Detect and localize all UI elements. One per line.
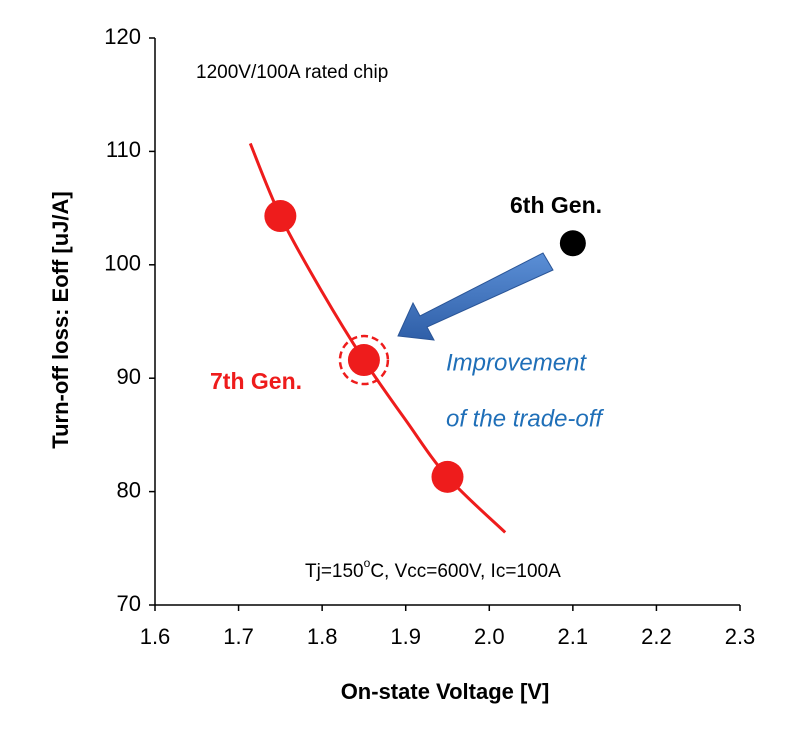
x-tick-label: 2.3 bbox=[725, 624, 756, 649]
x-tick-label: 1.7 bbox=[223, 624, 254, 649]
chip-note: 1200V/100A rated chip bbox=[196, 62, 388, 83]
x-axis-title: On-state Voltage [V] bbox=[341, 679, 550, 704]
series-label: 7th Gen. bbox=[210, 368, 302, 394]
x-tick-label: 1.6 bbox=[140, 624, 171, 649]
y-axis-title: Turn-off loss: Eoff [uJ/A] bbox=[48, 191, 73, 448]
x-tick-label: 2.0 bbox=[474, 624, 505, 649]
conditions-note: Tj=150oC, Vcc=600V, Ic=100A bbox=[305, 556, 561, 582]
conditions-part: C, Vcc=600V, Ic=100A bbox=[370, 561, 561, 582]
improvement-note: Improvement bbox=[446, 349, 587, 376]
series-label: 6th Gen. bbox=[510, 192, 602, 218]
point bbox=[559, 230, 586, 257]
conditions-part: Tj=150 bbox=[305, 561, 364, 582]
y-tick-label: 110 bbox=[106, 137, 141, 162]
x-tick-label: 2.1 bbox=[558, 624, 589, 649]
improvement-note: of the trade-off bbox=[446, 405, 604, 432]
x-tick-label: 1.8 bbox=[307, 624, 338, 649]
point bbox=[347, 344, 380, 377]
y-tick-label: 100 bbox=[104, 251, 141, 276]
point bbox=[264, 200, 297, 233]
x-tick-label: 1.9 bbox=[390, 624, 421, 649]
fit-curve bbox=[248, 142, 507, 534]
y-tick-label: 80 bbox=[117, 477, 141, 502]
y-tick-label: 70 bbox=[117, 591, 141, 616]
highlight-ring bbox=[338, 334, 390, 386]
y-tick-label: 90 bbox=[117, 364, 141, 389]
point bbox=[431, 460, 464, 493]
x-tick-label: 2.2 bbox=[641, 624, 672, 649]
conditions-sup: o bbox=[364, 556, 371, 570]
improvement-arrow bbox=[397, 252, 554, 341]
y-tick-label: 120 bbox=[104, 24, 141, 49]
